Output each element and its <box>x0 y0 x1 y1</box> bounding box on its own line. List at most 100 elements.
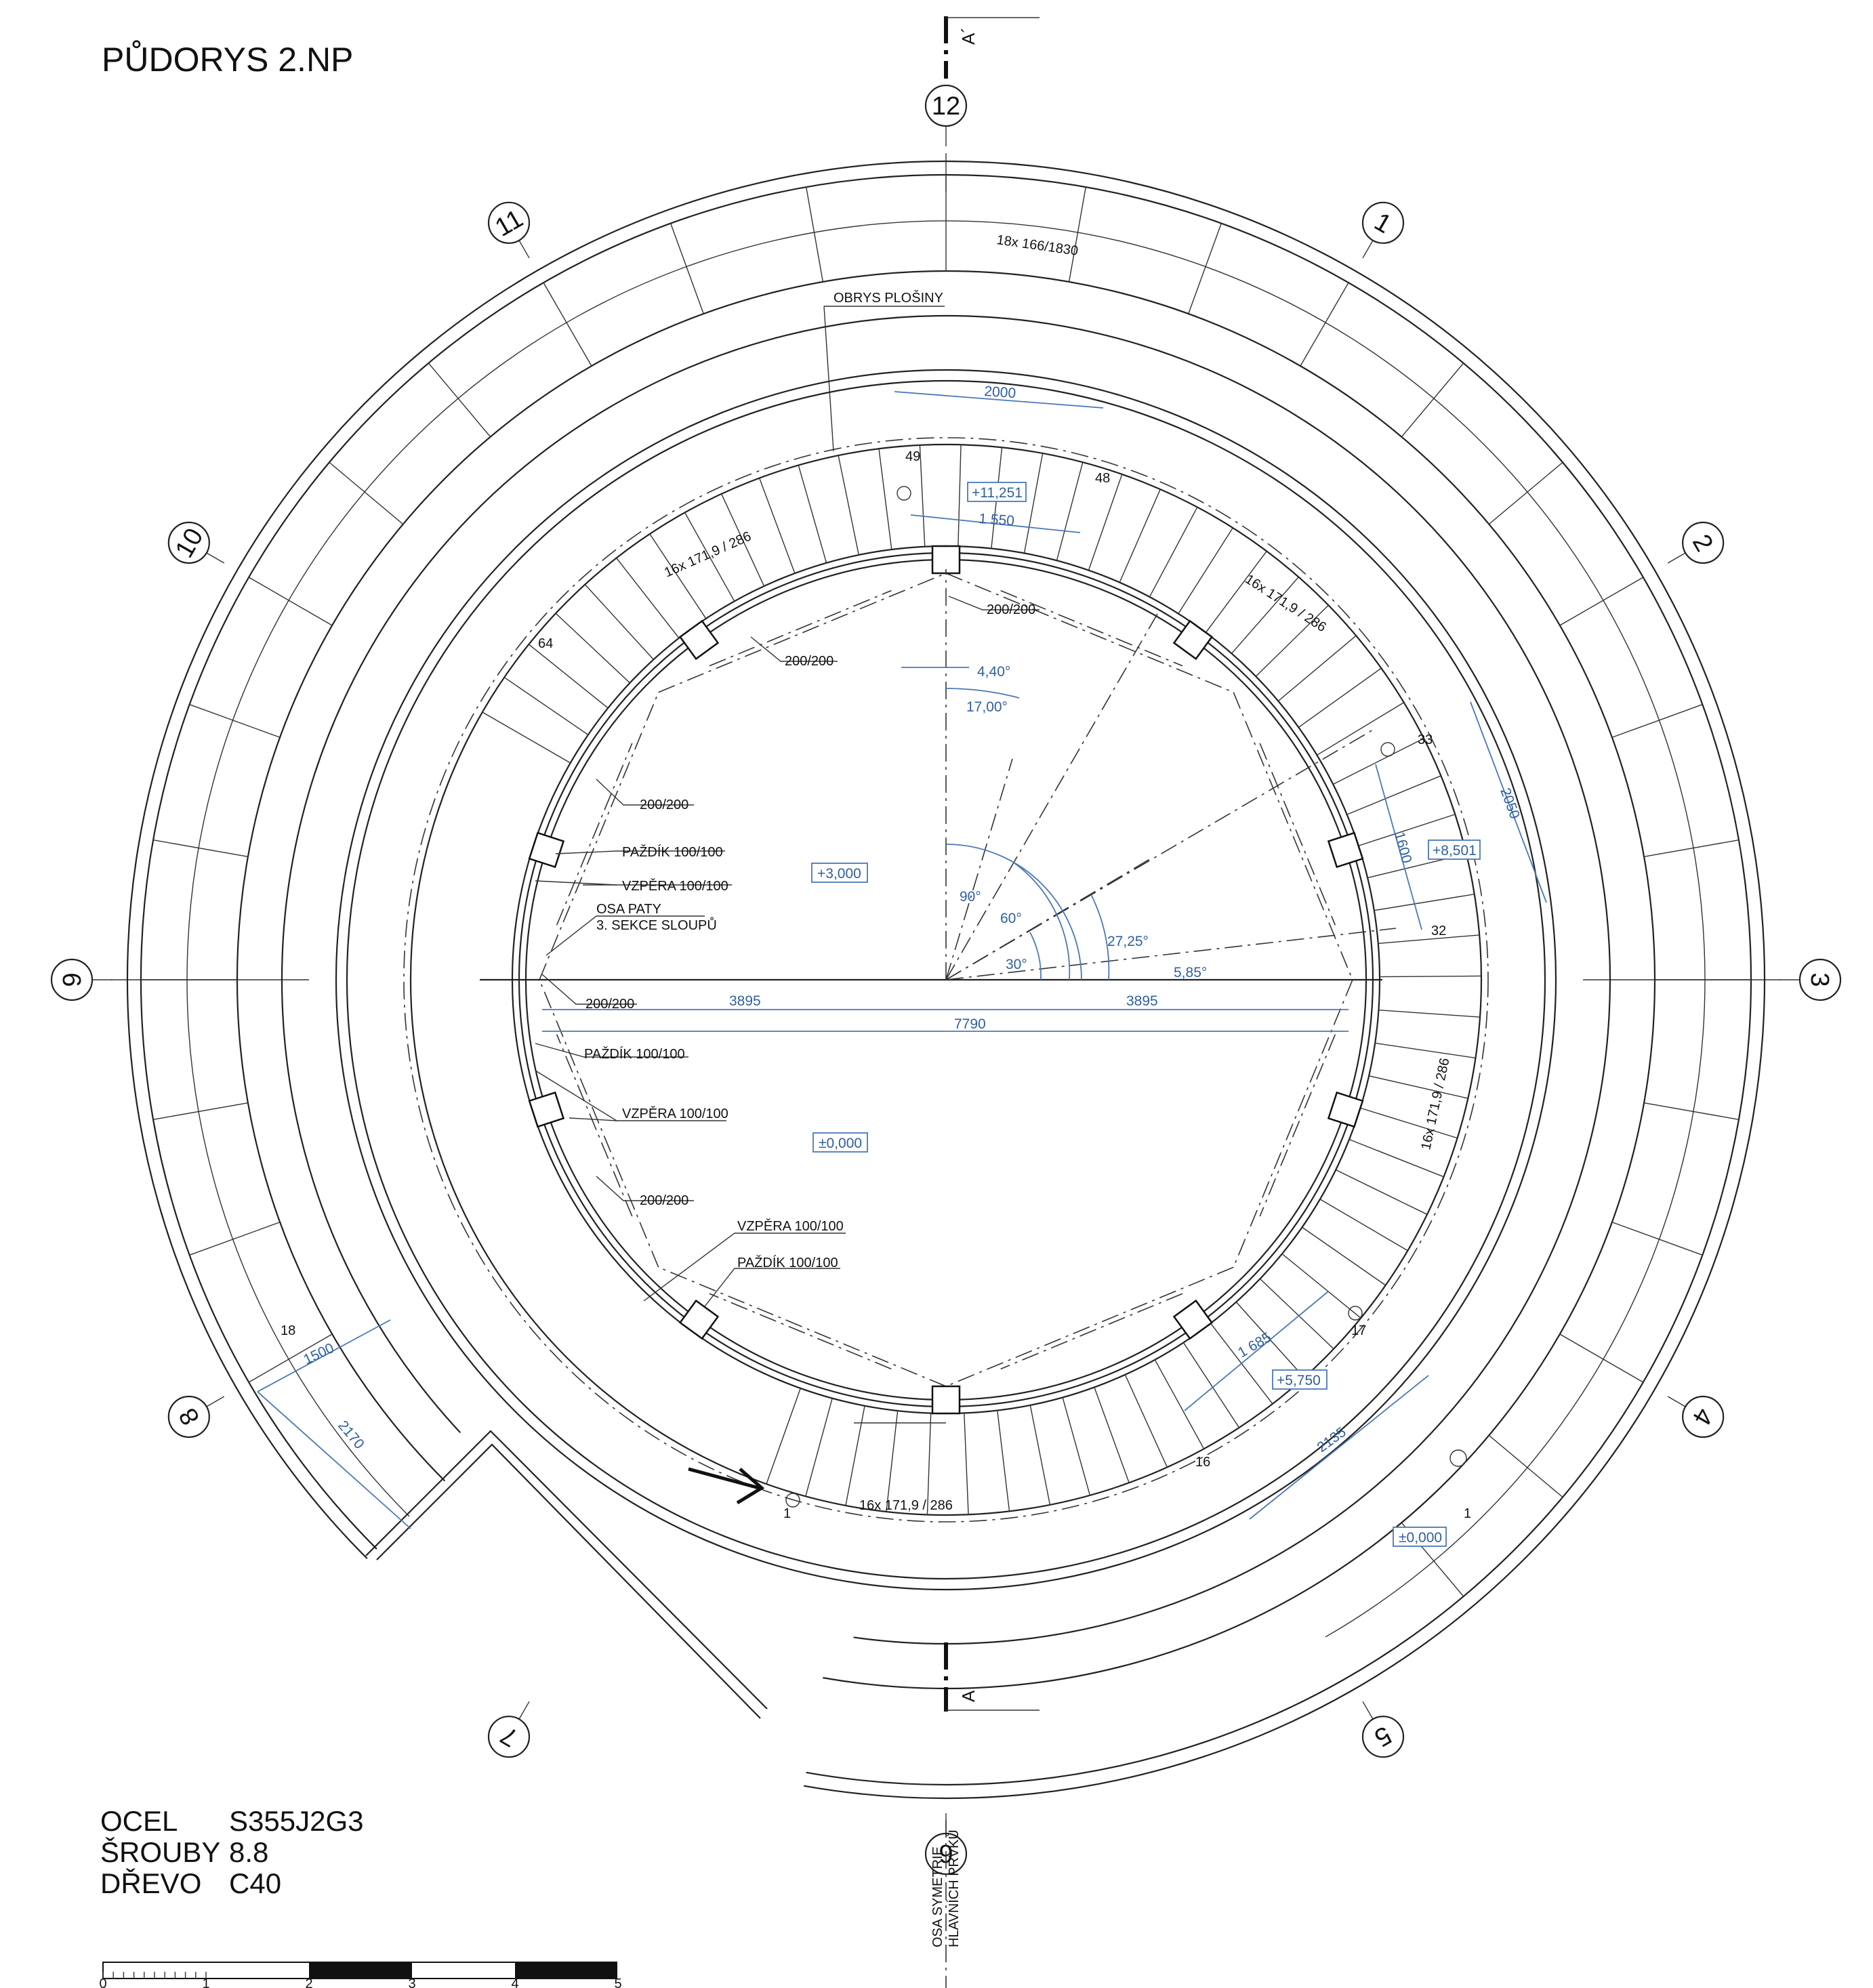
scale-number-0: 0 <box>99 1976 106 1988</box>
blue-labels: +11,251 +8,501 +5,750 +3,000 ±0,000 ±0,0… <box>301 384 1523 1546</box>
outer-divider <box>1643 1102 1740 1120</box>
brace <box>1259 743 1336 926</box>
stair-tread <box>1023 453 1044 554</box>
leader-pazdik-2 <box>535 1043 688 1058</box>
scale-bar: 0 1 2 3 4 5 <box>99 1962 622 1988</box>
outer-stair-dividers <box>141 175 1751 1597</box>
stair-tread <box>1277 635 1357 702</box>
brace <box>709 1293 892 1370</box>
marker-1-outer <box>1449 1449 1467 1467</box>
stair-tread <box>1178 527 1233 615</box>
dim-1500 <box>257 1319 391 1392</box>
stair-tread <box>1182 1342 1240 1428</box>
stair-tread <box>1335 1169 1428 1215</box>
brace <box>658 573 947 693</box>
label-vzpera-3: VZPĚRA 100/100 <box>737 1218 844 1234</box>
platform-ring <box>335 369 1557 1591</box>
stair-tread <box>838 455 859 556</box>
leader-col-l3 <box>596 1176 694 1201</box>
angle-arcs <box>901 667 1110 980</box>
material-value-2: C40 <box>229 1867 281 1899</box>
stair-tread <box>1281 1253 1361 1319</box>
outer-divider <box>1611 1222 1703 1256</box>
material-name-2: DŘEVO <box>100 1867 201 1899</box>
column-200 <box>1327 831 1364 869</box>
angle-30: 30° <box>1006 957 1027 972</box>
scale-bar-fill-2 <box>515 1962 617 1979</box>
label-col-l2: 200/200 <box>585 997 634 1012</box>
axis-bubble-11: 11 <box>487 201 531 244</box>
dim-7790: 7790 <box>954 1016 986 1032</box>
scale-bar-numbers: 0 1 2 3 4 5 <box>99 1976 621 1988</box>
stair-tread <box>766 1388 801 1485</box>
stair-tread <box>1119 489 1161 583</box>
step-1-inner: 1 <box>783 1506 791 1521</box>
outer-divider <box>189 1222 281 1256</box>
label-col-tl: 200/200 <box>785 654 833 669</box>
outer-divider <box>1488 461 1563 525</box>
brace <box>658 1266 947 1387</box>
leader-col-top <box>948 596 1040 610</box>
column-200 <box>1172 1299 1214 1340</box>
outer-divider <box>329 461 404 525</box>
stair-tread <box>555 613 630 684</box>
bracing-lines <box>539 573 1353 1387</box>
angle-2725: 27,25° <box>1107 934 1149 949</box>
label-obrys-plosiny: OBRYS PLOŠINY <box>833 290 943 306</box>
outer-divider <box>248 1333 333 1383</box>
outer-ring-arc-4 <box>281 314 1611 1645</box>
stair-tread <box>1302 1226 1386 1286</box>
angle-line-17 <box>945 758 1013 980</box>
outer-divider <box>248 577 333 626</box>
angle-line-30 <box>945 728 1375 980</box>
stair-tread <box>649 533 707 619</box>
outer-divider <box>1611 704 1703 738</box>
brace <box>1233 692 1353 980</box>
angle-line-585 <box>945 928 1397 980</box>
outer-divider <box>152 1102 249 1120</box>
stair-tread <box>878 449 892 550</box>
stair-tread <box>958 444 962 547</box>
dim-2050 <box>1470 701 1547 903</box>
dimension-lines <box>257 391 1547 1529</box>
stair-tread <box>1346 775 1441 815</box>
material-name-0: OCEL <box>100 1805 178 1837</box>
level-box-3000 <box>811 863 868 883</box>
dim-1550-label: 1 550 <box>979 511 1015 529</box>
platform-ring-outer <box>335 369 1557 1591</box>
stair-tread <box>1332 738 1424 785</box>
level-8501: +8,501 <box>1433 843 1477 858</box>
angle-585: 5,85° <box>1174 965 1207 980</box>
obrys-plosiny-outline <box>403 437 1489 1523</box>
stair-tread <box>886 1410 899 1512</box>
stair-tread <box>1231 577 1299 654</box>
stair-tread <box>528 644 609 709</box>
axis-bubble-10: 10 <box>167 521 210 564</box>
material-value-0: S355J2G3 <box>229 1805 363 1837</box>
level-box-0000-outer <box>1393 1527 1447 1547</box>
stair-tread <box>1029 1405 1051 1506</box>
column-200 <box>678 619 720 661</box>
leader-col-tl <box>750 636 838 662</box>
outer-ring-arc-2 <box>140 173 1752 1786</box>
brace <box>945 1266 1234 1387</box>
outer-ring-arc-3 <box>236 270 1656 1690</box>
stair-tread <box>1298 667 1382 728</box>
step-markers <box>785 486 1467 1508</box>
brace <box>1259 1034 1336 1217</box>
dim-2050-label: 2050 <box>1497 786 1523 821</box>
stair-tread <box>919 444 926 547</box>
axis-number: 3 <box>1805 972 1834 987</box>
stair-tread <box>482 711 571 764</box>
level-box-11251 <box>967 482 1027 502</box>
section-mark-top: A´ <box>944 16 1040 79</box>
step-17: 17 <box>1351 1323 1366 1338</box>
column-200 <box>931 1385 961 1415</box>
step-1-outer: 1 <box>1464 1506 1471 1521</box>
stair-tread <box>1124 1374 1168 1468</box>
stair-tread <box>1378 934 1480 945</box>
angle-line-2725 <box>945 857 1153 980</box>
section-mark-bottom-label: A <box>958 1690 979 1702</box>
scale-bar-fill-1 <box>309 1962 412 1979</box>
step-49: 49 <box>905 449 920 464</box>
